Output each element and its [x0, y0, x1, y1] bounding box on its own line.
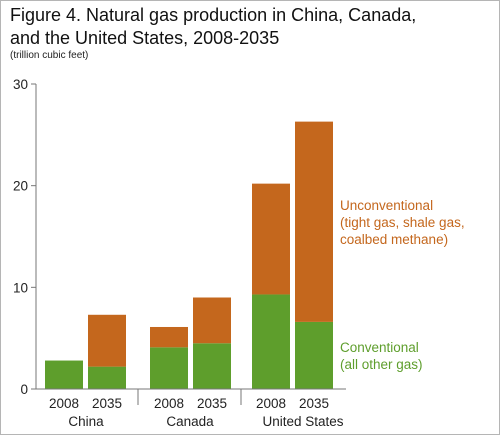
x-group-label: China — [68, 414, 104, 429]
unconventional-annotation-line: (tight gas, shale gas, — [340, 215, 465, 230]
y-axis-unit-label: (trillion cubic feet) — [10, 50, 89, 61]
conventional-annotation: Conventional (all other gas) — [340, 339, 423, 373]
chart-title-line-2: and the United States, 2008-2035 — [10, 28, 280, 48]
x-tick-label: 2035 — [299, 396, 329, 411]
conventional-bar-segment — [45, 360, 83, 389]
conventional-bar-segment — [150, 347, 188, 389]
conventional-bar-segment — [252, 294, 290, 389]
y-tick-label: 30 — [13, 77, 28, 92]
x-tick-label: 2008 — [256, 396, 286, 411]
y-tick-label: 10 — [13, 280, 28, 295]
chart-title-line-1: Figure 4. Natural gas production in Chin… — [10, 5, 417, 25]
chart-title: Figure 4. Natural gas production in Chin… — [10, 4, 480, 50]
x-group-label: United States — [262, 414, 343, 429]
y-tick-label: 0 — [20, 382, 28, 397]
unconventional-bar-segment — [88, 314, 126, 367]
conventional-bar-segment — [295, 321, 333, 389]
unconventional-annotation-line: coalbed methane) — [340, 232, 449, 247]
y-tick-label: 20 — [13, 179, 28, 194]
unconventional-bar-segment — [252, 183, 290, 295]
x-tick-label: 2035 — [197, 396, 227, 411]
unconventional-annotation-line: Unconventional — [340, 198, 434, 213]
x-tick-label: 2035 — [92, 396, 122, 411]
conventional-annotation-line: Conventional — [340, 340, 419, 355]
x-group-label: Canada — [166, 414, 214, 429]
x-tick-label: 2008 — [154, 396, 184, 411]
unconventional-bar-segment — [295, 121, 333, 322]
unconventional-bar-segment — [150, 326, 188, 348]
conventional-bar-segment — [193, 343, 231, 389]
x-tick-label: 2008 — [49, 396, 79, 411]
conventional-annotation-line: (all other gas) — [340, 357, 423, 372]
unconventional-bar-segment — [193, 297, 231, 344]
unconventional-annotation: Unconventional (tight gas, shale gas, co… — [340, 197, 465, 248]
conventional-bar-segment — [88, 366, 126, 389]
